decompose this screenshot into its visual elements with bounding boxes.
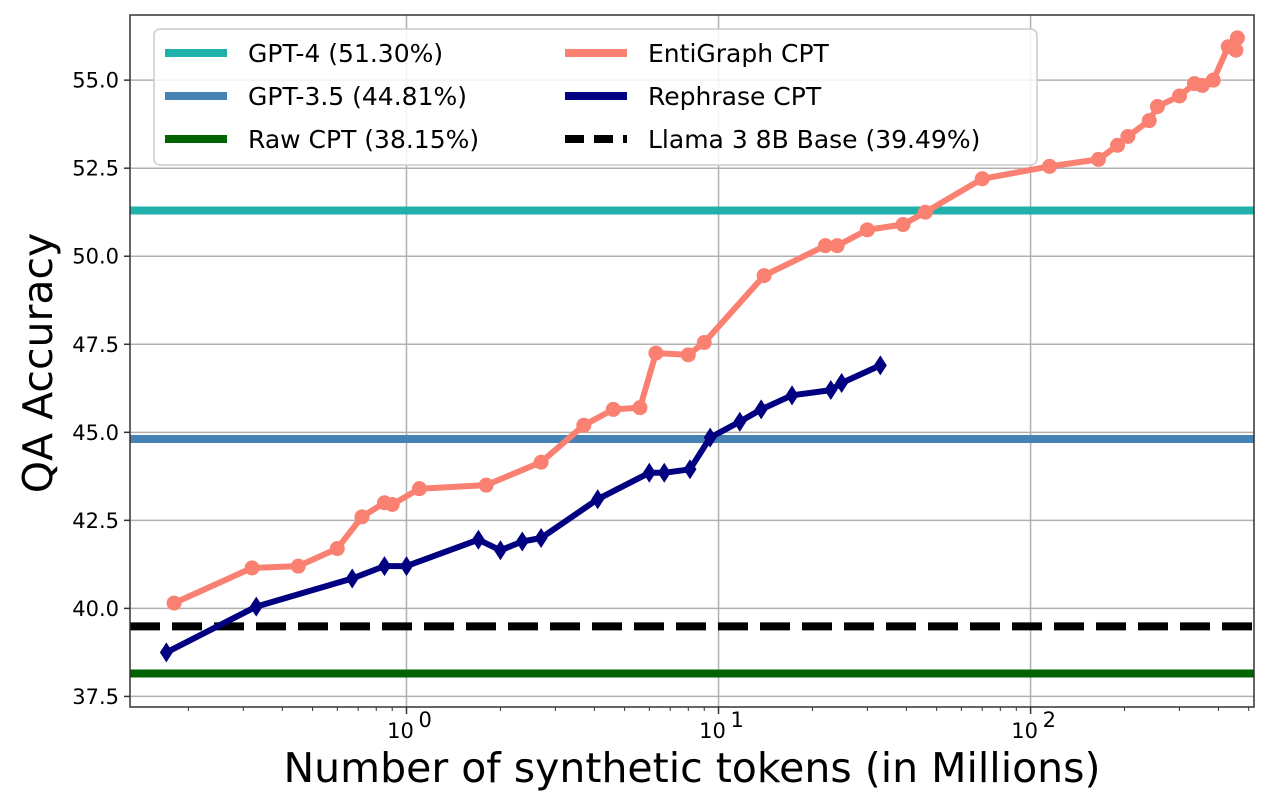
- data-point: [290, 558, 306, 574]
- data-point: [471, 529, 485, 550]
- data-point: [384, 497, 400, 513]
- data-point: [785, 385, 799, 406]
- x-tick-label: 10: [699, 719, 726, 743]
- data-point: [824, 380, 838, 401]
- series-line-rephrase: [165, 362, 882, 656]
- legend-label: Rephrase CPT: [648, 82, 822, 111]
- data-point: [377, 556, 391, 577]
- data-point: [493, 540, 507, 561]
- x-tick-label-exponent: 0: [418, 708, 431, 732]
- data-point: [683, 459, 697, 480]
- y-tick-label: 45.0: [72, 421, 119, 445]
- data-point: [703, 427, 717, 448]
- data-point: [733, 411, 747, 432]
- data-point: [974, 171, 990, 187]
- data-point: [605, 401, 621, 417]
- x-tick-label-exponent: 2: [1043, 708, 1056, 732]
- data-point: [754, 399, 768, 420]
- data-point: [534, 527, 548, 548]
- data-point: [817, 238, 833, 254]
- data-point: [533, 454, 549, 470]
- data-point: [696, 335, 712, 351]
- data-point: [591, 489, 605, 510]
- data-point: [873, 355, 887, 376]
- y-tick-label: 42.5: [72, 509, 119, 533]
- data-point: [515, 531, 529, 552]
- legend-label: GPT-4 (51.30%): [248, 39, 443, 68]
- x-tick-label: 10: [387, 719, 414, 743]
- plot-frame: [129, 14, 1255, 708]
- data-point: [1110, 137, 1126, 153]
- data-point: [244, 560, 260, 576]
- data-point: [345, 568, 359, 589]
- data-point: [1229, 30, 1245, 46]
- data-point: [895, 217, 911, 233]
- y-tick-label: 55.0: [72, 69, 119, 93]
- data-point: [680, 347, 696, 363]
- data-point: [632, 400, 648, 416]
- x-axis-title: Number of synthetic tokens (in Millions): [283, 744, 1100, 792]
- legend: GPT-4 (51.30%) GPT-3.5 (44.81%) Raw CPT (3…: [153, 28, 1038, 166]
- y-tick-label: 40.0: [72, 597, 119, 621]
- x-tick-label: 10: [1011, 719, 1038, 743]
- data-point: [756, 268, 772, 284]
- data-point: [159, 642, 173, 663]
- data-point: [329, 541, 345, 557]
- reference-lines: [130, 206, 1254, 678]
- legend-label: EntiGraph CPT: [648, 39, 830, 68]
- legend-label: Llama 3 8B Base (39.49%): [648, 125, 980, 154]
- data-point: [399, 556, 413, 577]
- y-axis-title: QA Accuracy: [14, 233, 62, 494]
- axes: 37.540.042.545.047.550.052.555.010 0 10 1 10…: [72, 14, 1255, 743]
- data-point: [829, 238, 845, 254]
- y-tick-label: 47.5: [72, 333, 119, 357]
- data-point: [1149, 99, 1165, 115]
- legend-label: Raw CPT (38.15%): [248, 125, 479, 154]
- y-tick-label: 50.0: [72, 245, 119, 269]
- data-point: [411, 481, 427, 497]
- data-point: [648, 345, 664, 361]
- data-point: [859, 222, 875, 238]
- data-point: [1171, 88, 1187, 104]
- data-point: [1205, 72, 1221, 88]
- data-point: [478, 477, 494, 493]
- y-tick-label: 37.5: [72, 685, 119, 709]
- data-point: [576, 417, 592, 433]
- data-point: [642, 462, 656, 483]
- data-point: [249, 596, 263, 617]
- data-point: [166, 595, 182, 611]
- data-point: [1120, 128, 1136, 144]
- x-tick-label-exponent: 1: [731, 708, 744, 732]
- data-point: [835, 373, 849, 394]
- legend-label: GPT-3.5 (44.81%): [248, 82, 467, 111]
- data-series: [159, 30, 1245, 663]
- data-point: [1042, 158, 1058, 174]
- data-point: [657, 462, 671, 483]
- data-point: [1090, 151, 1106, 167]
- y-tick-label: 52.5: [72, 157, 119, 181]
- data-point: [1228, 42, 1244, 58]
- data-point: [354, 509, 370, 525]
- data-point: [1141, 113, 1157, 129]
- data-point: [917, 204, 933, 220]
